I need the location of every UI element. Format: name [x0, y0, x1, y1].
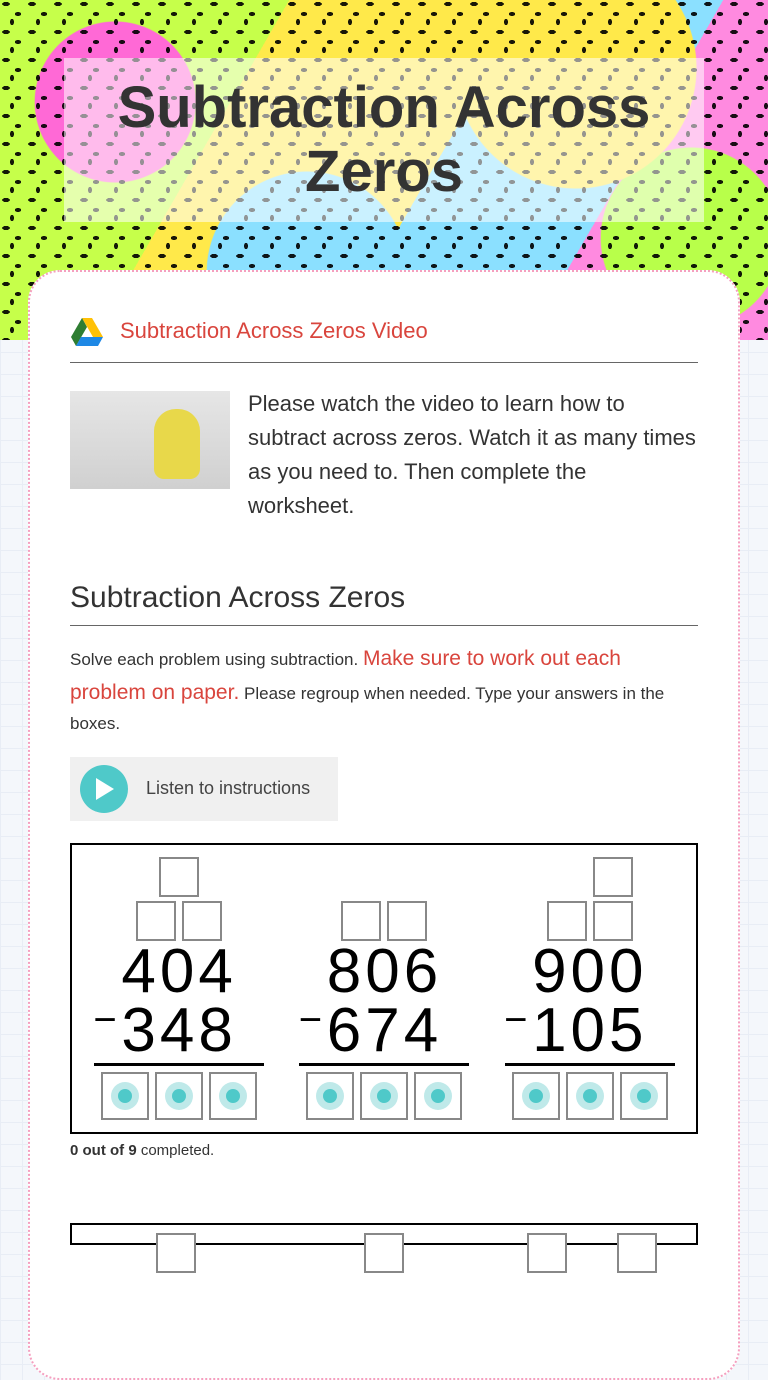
answer-boxes — [512, 1072, 668, 1120]
regroup-boxes — [136, 857, 222, 941]
minuend: 900 — [532, 943, 647, 1002]
problem-numbers: − 900 105 — [532, 943, 647, 1061]
progress-text: 0 out of 9 completed. — [70, 1142, 698, 1159]
divider — [70, 625, 698, 626]
minus-sign: − — [93, 1001, 120, 1039]
listen-label: Listen to instructions — [146, 778, 310, 799]
play-icon — [80, 765, 128, 813]
problem-numbers: − 806 674 — [327, 943, 442, 1061]
instructions-pre: Solve each problem using subtraction. — [70, 650, 363, 669]
regroup-input[interactable] — [527, 1233, 567, 1273]
listen-instructions-button[interactable]: Listen to instructions — [70, 757, 338, 821]
content-card: Subtraction Across Zeros Video Please wa… — [28, 270, 740, 1380]
regroup-input[interactable] — [156, 1233, 196, 1273]
answer-input[interactable] — [101, 1072, 149, 1120]
video-description-block: Please watch the video to learn how to s… — [70, 387, 698, 523]
answer-boxes — [306, 1072, 462, 1120]
regroup-input[interactable] — [387, 901, 427, 941]
answer-input[interactable] — [512, 1072, 560, 1120]
video-thumbnail[interactable] — [70, 391, 230, 489]
progress-suffix: completed. — [137, 1142, 215, 1159]
regroup-input[interactable] — [547, 901, 587, 941]
answer-input[interactable] — [155, 1072, 203, 1120]
answer-input[interactable] — [360, 1072, 408, 1120]
regroup-boxes — [341, 901, 427, 941]
regroup-input[interactable] — [593, 901, 633, 941]
regroup-input[interactable] — [364, 1233, 404, 1273]
page-title-box: Subtraction Across Zeros — [64, 58, 704, 222]
problem-1: − 404 348 — [84, 857, 274, 1120]
answer-input[interactable] — [209, 1072, 257, 1120]
page-title: Subtraction Across Zeros — [104, 76, 664, 204]
divider — [70, 362, 698, 363]
subtrahend: 348 — [121, 1002, 236, 1061]
regroup-input[interactable] — [182, 901, 222, 941]
problem-numbers: − 404 348 — [121, 943, 236, 1061]
regroup-input[interactable] — [593, 857, 633, 897]
answer-input[interactable] — [566, 1072, 614, 1120]
problem-2: − 806 674 — [289, 857, 479, 1120]
regroup-input[interactable] — [159, 857, 199, 897]
video-link-row[interactable]: Subtraction Across Zeros Video — [70, 316, 698, 346]
worksheet-instructions: Solve each problem using subtraction. Ma… — [70, 642, 698, 736]
subtrahend: 105 — [532, 1002, 647, 1061]
regroup-input[interactable] — [341, 901, 381, 941]
subtrahend: 674 — [327, 1002, 442, 1061]
worksheet-title: Subtraction Across Zeros — [70, 581, 698, 615]
answer-input[interactable] — [306, 1072, 354, 1120]
answer-boxes — [101, 1072, 257, 1120]
minuend: 806 — [327, 943, 442, 1002]
regroup-boxes — [547, 857, 633, 941]
google-drive-icon — [70, 316, 104, 346]
regroup-input[interactable] — [136, 901, 176, 941]
answer-input[interactable] — [414, 1072, 462, 1120]
minuend: 404 — [121, 943, 236, 1002]
progress-count: 0 out of 9 — [70, 1142, 137, 1159]
minus-sign: − — [504, 1001, 531, 1039]
problems-row-2 — [70, 1223, 698, 1245]
answer-input[interactable] — [620, 1072, 668, 1120]
problems-row-1: − 404 348 − 806 674 — [70, 843, 698, 1134]
regroup-input[interactable] — [617, 1233, 657, 1273]
minus-sign: − — [299, 1001, 326, 1039]
problem-3: − 900 105 — [494, 857, 684, 1120]
video-link-text[interactable]: Subtraction Across Zeros Video — [120, 318, 428, 344]
